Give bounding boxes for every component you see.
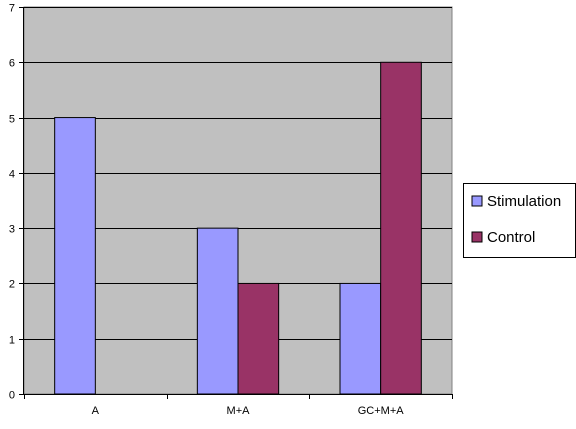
- y-tick-label-3: 3: [9, 224, 15, 236]
- x-tick-label-1: M+A: [227, 405, 251, 417]
- bar-stimulation-0: [54, 117, 96, 395]
- y-tick-label-6: 6: [9, 58, 15, 70]
- y-tick-label-5: 5: [9, 114, 15, 126]
- x-tick-label-2: GC+M+A: [358, 405, 405, 417]
- y-tick-label-1: 1: [9, 335, 15, 347]
- y-tick-label-2: 2: [9, 279, 15, 291]
- y-tick-label-4: 4: [9, 169, 15, 181]
- x-tick-label-0: A: [92, 405, 100, 417]
- bar-control-2: [380, 61, 422, 395]
- axes: 0 1 2 3 4 5 6 7 A M+A GC+M+A: [9, 3, 453, 417]
- legend-label-control: Control: [487, 229, 535, 246]
- bar-stimulation-1: [196, 227, 239, 395]
- legend-swatch-stimulation: [471, 195, 483, 207]
- bar-stimulation-2: [339, 282, 382, 395]
- legend: Stimulation Control: [463, 183, 576, 258]
- legend-label-stimulation: Stimulation: [487, 193, 561, 210]
- y-tick-label-0: 0: [9, 390, 15, 402]
- bars: [54, 61, 422, 395]
- legend-swatch-control: [471, 231, 483, 243]
- y-tick-label-7: 7: [9, 3, 15, 15]
- bar-control-1: [237, 282, 280, 395]
